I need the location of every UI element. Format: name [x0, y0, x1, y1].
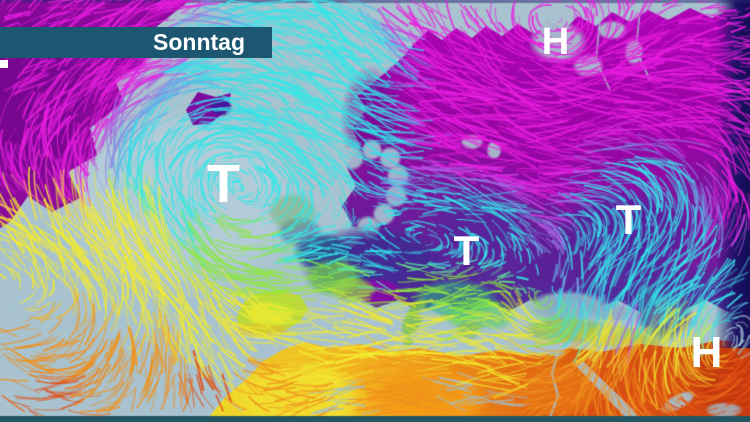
day-banner: Sonntag: [0, 27, 272, 58]
day-banner-label: Sonntag: [153, 29, 245, 55]
banner-corner-square: [0, 60, 8, 68]
